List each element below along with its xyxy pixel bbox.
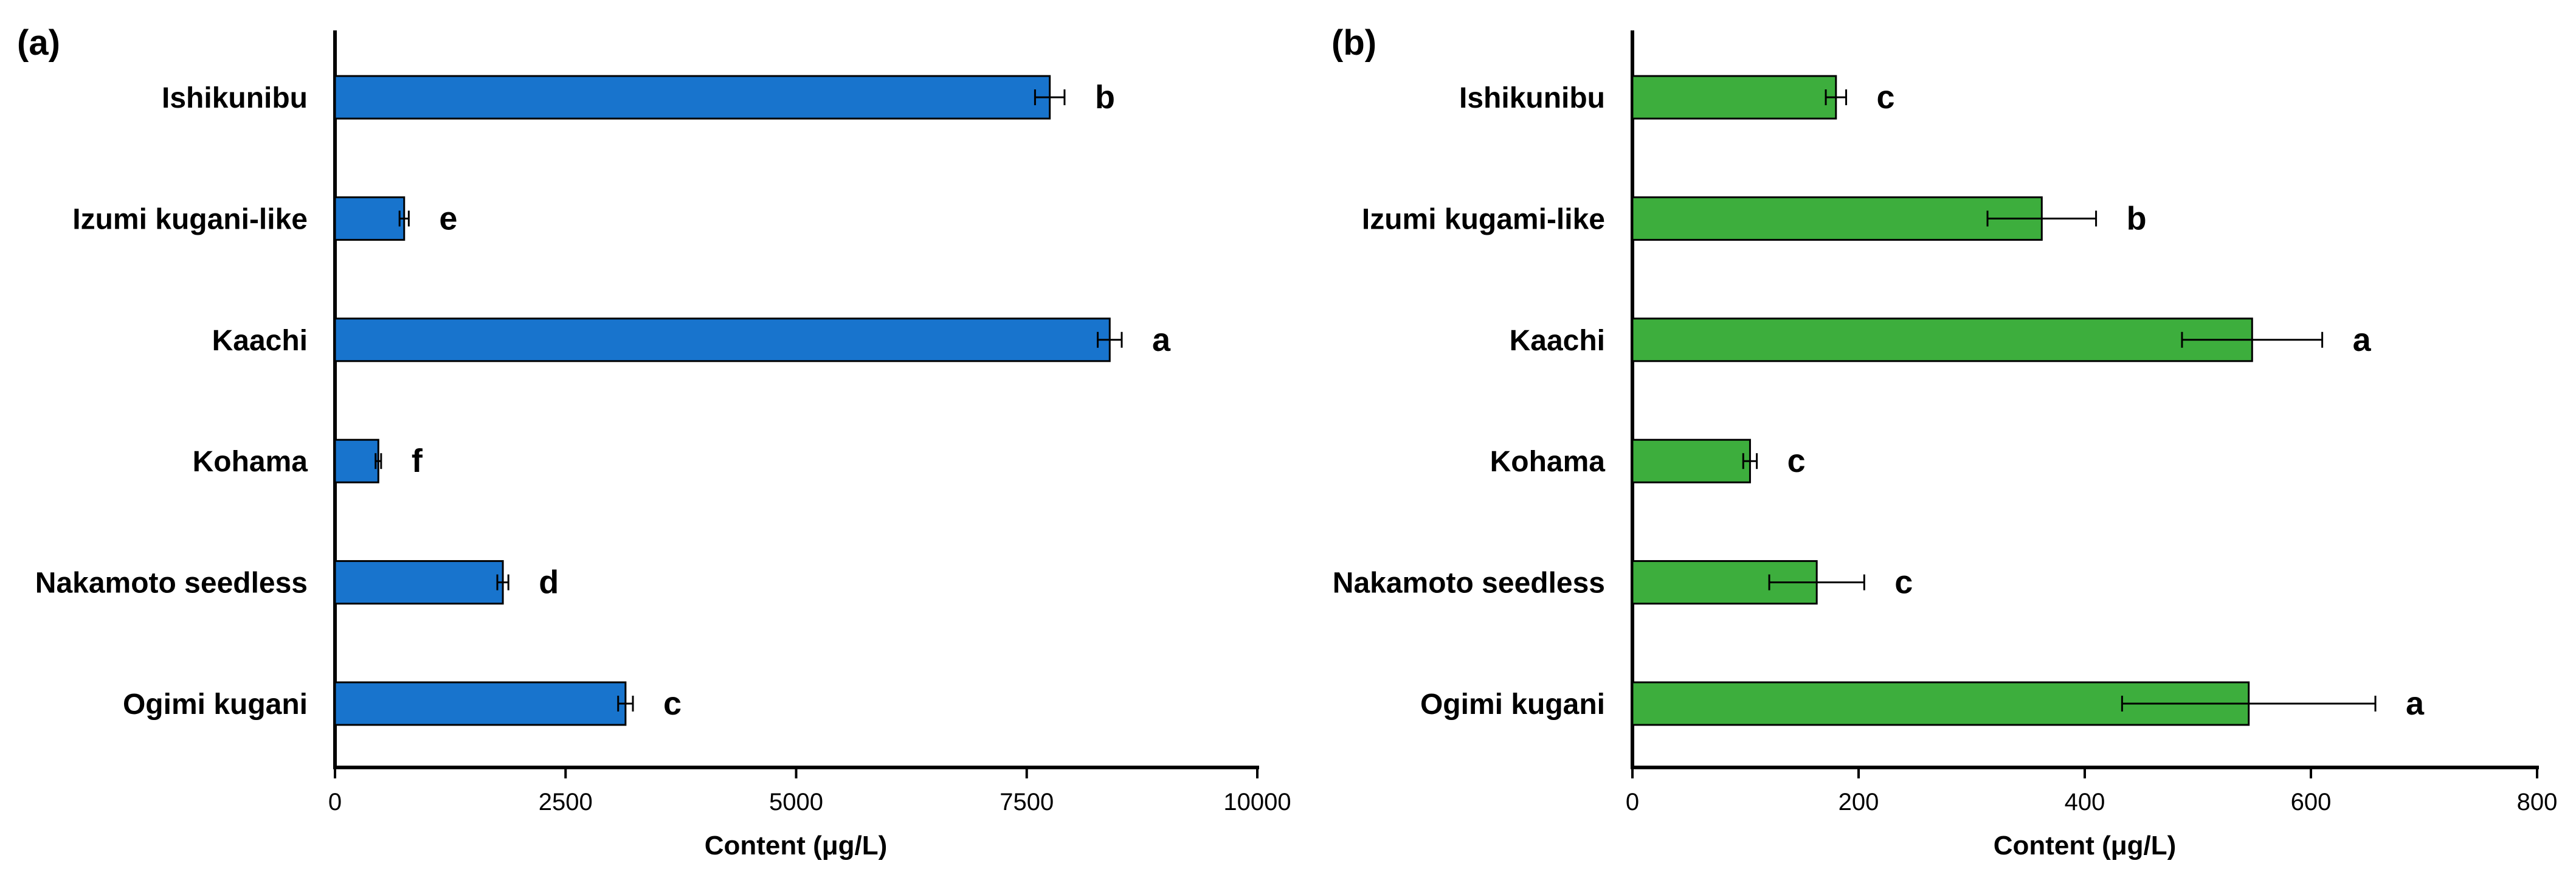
category-label: Kaachi (212, 325, 308, 357)
bar (1631, 317, 2253, 362)
x-tick-label: 800 (2517, 789, 2558, 815)
bar (1631, 75, 1837, 120)
x-tick-label: 0 (328, 789, 342, 815)
x-axis-title: Content (μg/L) (1994, 831, 2177, 860)
significance-letter: b (2127, 200, 2147, 237)
category-label: Nakamoto seedless (35, 567, 308, 600)
significance-letter: e (439, 200, 457, 237)
category-label: Ogimi kugani (123, 688, 308, 721)
category-label: Kohama (1490, 446, 1606, 478)
bar (334, 317, 1111, 362)
chart-panel-2: (b) 0 200 400 600 800 Content (μg/L) Ishikunibu… (1331, 23, 2557, 860)
significance-letter: d (539, 564, 559, 601)
bar (334, 438, 379, 483)
category-label: Ogimi kugani (1420, 688, 1605, 721)
x-tick-label: 0 (1626, 789, 1639, 815)
significance-letter: a (1152, 322, 1171, 358)
x-tick-label: 200 (1839, 789, 1879, 815)
significance-letter: f (412, 443, 423, 479)
chart-panel-1: (a) 0 2500 5000 7500 10000 Content (μg/L) Ishik… (17, 23, 1291, 860)
panel-label: (b) (1331, 23, 1376, 63)
x-tick-label: 5000 (769, 789, 823, 815)
x-tick-label: 600 (2291, 789, 2332, 815)
category-label: Kohama (193, 446, 308, 478)
x-tick-label: 400 (2065, 789, 2105, 815)
category-label: Izumi kugami-like (1362, 203, 1605, 235)
x-tick-label: 10000 (1223, 789, 1291, 815)
bar (1631, 438, 1751, 483)
bar (334, 560, 504, 605)
significance-letter: c (1787, 443, 1806, 479)
significance-letter: b (1095, 79, 1115, 116)
x-tick-label: 2500 (539, 789, 593, 815)
category-label: Kaachi (1510, 325, 1605, 357)
significance-letter: c (663, 685, 682, 722)
category-label: Nakamoto seedless (1333, 567, 1605, 600)
x-tick-label: 7500 (1000, 789, 1054, 815)
bar (334, 196, 406, 241)
panel-label: (a) (17, 23, 60, 63)
category-label: Ishikunibu (162, 82, 308, 114)
significance-letter: c (1894, 564, 1913, 601)
x-axis-title: Content (μg/L) (705, 831, 888, 860)
significance-letter: a (2353, 322, 2372, 358)
significance-letter: a (2406, 685, 2425, 722)
bar (334, 681, 627, 726)
category-label: Ishikunibu (1459, 82, 1605, 114)
bar (1631, 196, 2043, 241)
bar (334, 75, 1051, 120)
significance-letter: c (1877, 79, 1895, 116)
category-label: Izumi kugani-like (72, 203, 308, 235)
